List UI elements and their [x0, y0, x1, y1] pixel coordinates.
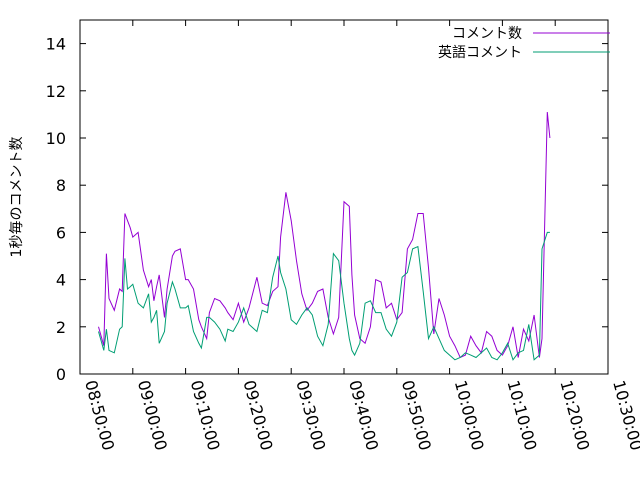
x-tick-label: 10:00:00 [451, 378, 488, 452]
series-line-english [98, 231, 550, 361]
x-tick-label: 10:30:00 [609, 378, 640, 452]
x-tick-label: 09:50:00 [398, 378, 435, 452]
x-tick-label: 10:10:00 [504, 378, 541, 452]
y-tick-label: 14 [46, 35, 66, 54]
y-tick-label: 6 [56, 223, 66, 242]
legend-label-comments: コメント数 [452, 26, 522, 42]
x-tick-label: 10:20:00 [556, 378, 593, 452]
x-tick-label: 09:30:00 [292, 378, 329, 452]
x-tick-label: 09:10:00 [187, 378, 224, 452]
y-tick-label: 12 [46, 82, 66, 101]
x-tick-label: 09:40:00 [345, 378, 382, 452]
y-axis-label: 1秒毎のコメント数 [9, 137, 25, 258]
y-tick-label: 4 [56, 271, 66, 290]
legend: コメント数 英語コメント [438, 26, 610, 61]
x-tick-label: 09:00:00 [134, 378, 171, 452]
y-tick-label: 8 [56, 176, 66, 195]
x-tick-label: 09:20:00 [240, 378, 277, 452]
y-tick-label: 0 [56, 365, 66, 384]
y-tick-label: 10 [46, 129, 66, 148]
x-tick-label: 08:50:00 [81, 378, 118, 452]
legend-label-english: 英語コメント [438, 44, 522, 61]
series-lines [98, 111, 551, 361]
series-line-comments [98, 111, 551, 359]
plot-frame [79, 19, 609, 375]
y-tick-label: 2 [56, 318, 66, 337]
